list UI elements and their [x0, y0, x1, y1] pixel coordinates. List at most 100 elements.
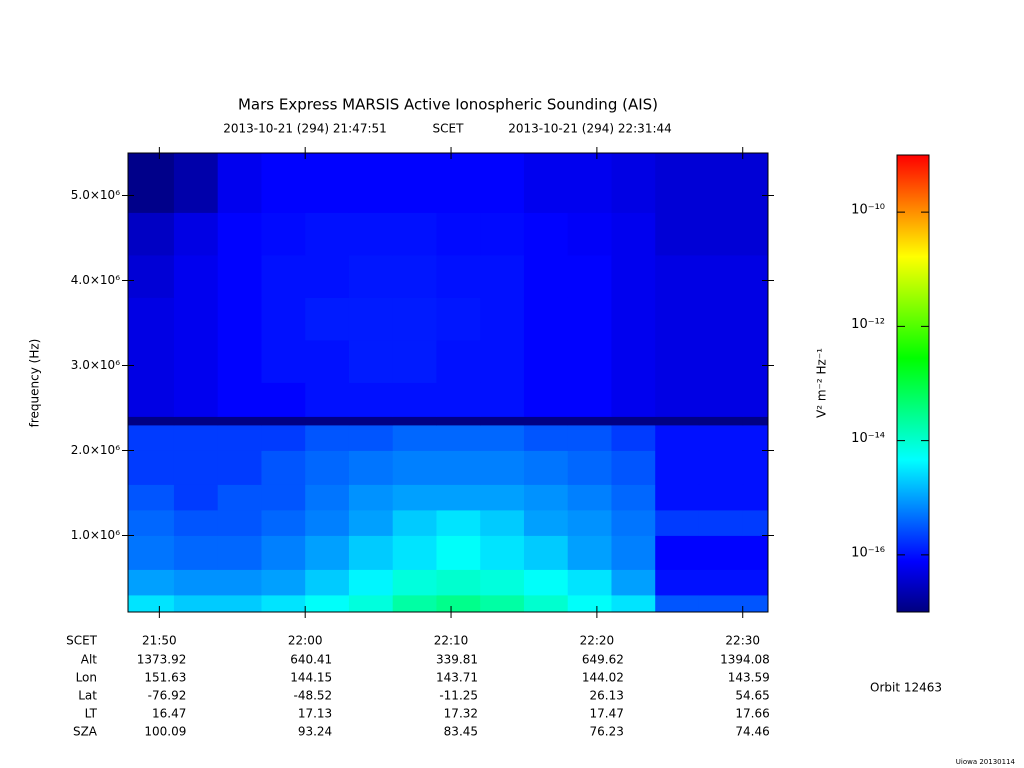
time-scale: SCET: [433, 122, 465, 136]
heatmap-cell: [480, 297, 525, 341]
ephemeris-value: 144.15: [290, 671, 332, 685]
heatmap-cell: [611, 255, 656, 298]
heatmap-cell: [742, 153, 769, 213]
heatmap-cell: [523, 569, 569, 596]
heatmap-cell: [698, 510, 744, 536]
heatmap-cell: [742, 535, 769, 570]
heatmap-cell: [655, 382, 700, 417]
heatmap-cell: [523, 510, 569, 536]
heatmap-cell: [217, 153, 262, 213]
heatmap-cell: [261, 425, 306, 451]
heatmap-cell: [305, 569, 350, 596]
ephemeris-value: 54.65: [735, 689, 769, 703]
heatmap-cell: [567, 340, 612, 383]
heatmap-cell: [348, 297, 394, 341]
heatmap-cell: [436, 297, 481, 341]
heatmap-cell: [436, 382, 481, 417]
heatmap-cell: [305, 425, 350, 451]
heatmap-cell: [567, 212, 612, 256]
heatmap-cell: [392, 416, 437, 426]
heatmap-cell: [261, 340, 306, 383]
heatmap-cell: [611, 416, 656, 426]
heatmap-cell: [436, 416, 481, 426]
heatmap-cell: [261, 510, 306, 536]
heatmap-cell: [305, 450, 350, 485]
y-tick-label: 3.0×10⁶: [71, 358, 120, 372]
heatmap-cell: [261, 595, 306, 613]
heatmap-cell: [128, 255, 175, 298]
heatmap-cell: [480, 595, 525, 613]
heatmap-cell: [261, 569, 306, 596]
heatmap-cell: [128, 297, 175, 341]
heatmap-cell: [305, 382, 350, 417]
colorbar-tick-label: 10⁻¹⁶: [851, 545, 885, 560]
heatmap-cell: [217, 425, 262, 451]
y-tick-label: 5.0×10⁶: [71, 188, 120, 202]
heatmap-cell: [523, 153, 569, 213]
heatmap-cell: [742, 297, 769, 341]
heatmap-cell: [742, 212, 769, 256]
heatmap-cell: [173, 297, 219, 341]
plot-frame: [127, 152, 769, 613]
heatmap-cell: [480, 569, 525, 596]
heatmap-cell: [480, 153, 525, 213]
heatmap-cell: [742, 382, 769, 417]
heatmap-cell: [698, 484, 744, 511]
heatmap-cell: [436, 569, 481, 596]
heatmap-cell: [128, 212, 175, 256]
heatmap-cell: [173, 510, 219, 536]
heatmap-cell: [173, 484, 219, 511]
heatmap-cell: [523, 450, 569, 485]
heatmap-cell: [742, 484, 769, 511]
heatmap-cell: [655, 535, 700, 570]
heatmap-cell: [217, 569, 262, 596]
heatmap-cell: [567, 153, 612, 213]
heatmap-cell: [567, 425, 612, 451]
heatmap-cell: [392, 255, 437, 298]
heatmap-cell: [128, 450, 175, 485]
heatmap-cell: [436, 595, 481, 613]
heatmap-cell: [742, 416, 769, 426]
heatmap-cell: [173, 382, 219, 417]
heatmap-cell: [348, 340, 394, 383]
ephemeris-value: 143.59: [728, 671, 770, 685]
heatmap-cell: [655, 297, 700, 341]
footer: Uiowa 20130114: [956, 758, 1016, 766]
y-tick-label: 1.0×10⁶: [71, 528, 120, 542]
heatmap-cell: [480, 484, 525, 511]
heatmap-cell: [217, 535, 262, 570]
heatmap-cell: [480, 340, 525, 383]
orbit-label: Orbit 12463: [870, 681, 942, 695]
heatmap-cell: [261, 297, 306, 341]
time-start: 2013-10-21 (294) 21:47:51: [223, 122, 387, 136]
heatmap-cell: [173, 340, 219, 383]
ephemeris-value: 93.24: [298, 725, 332, 739]
heatmap-cell: [611, 450, 656, 485]
heatmap-cell: [173, 535, 219, 570]
heatmap-cell: [128, 340, 175, 383]
colorbar-tick-label: 10⁻¹⁰: [851, 203, 885, 218]
y-tick-label: 4.0×10⁶: [71, 273, 120, 287]
heatmap-cell: [655, 153, 700, 213]
heatmap-cell: [655, 255, 700, 298]
heatmap-cell: [261, 212, 306, 256]
heatmap-cell: [698, 382, 744, 417]
heatmap-cell: [742, 425, 769, 451]
ephemeris-label: Lat: [78, 689, 97, 703]
heatmap-cell: [217, 510, 262, 536]
heatmap-cell: [392, 153, 437, 213]
heatmap-cell: [523, 212, 569, 256]
heatmap-cell: [348, 535, 394, 570]
heatmap-cell: [698, 535, 744, 570]
heatmap-cell: [436, 340, 481, 383]
heatmap-cell: [392, 484, 437, 511]
heatmap-cell: [348, 212, 394, 256]
heatmap-cell: [742, 510, 769, 536]
heatmap-cell: [261, 382, 306, 417]
heatmap-cell: [261, 484, 306, 511]
heatmap-cell: [261, 450, 306, 485]
heatmap-cell: [698, 450, 744, 485]
heatmap-cell: [567, 569, 612, 596]
heatmap-cell: [655, 425, 700, 451]
heatmap-cell: [261, 255, 306, 298]
